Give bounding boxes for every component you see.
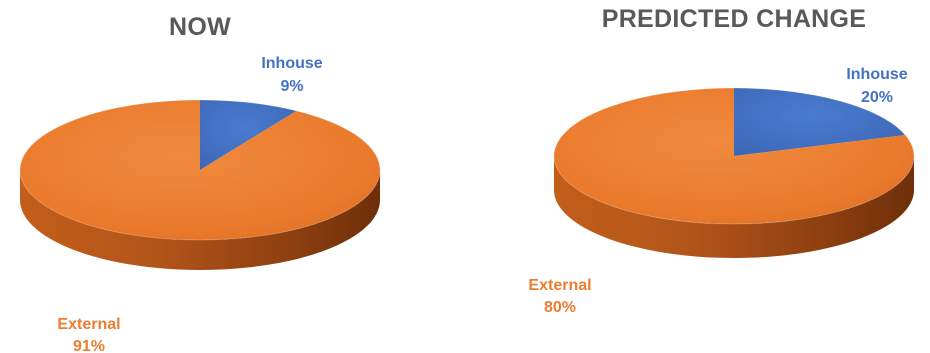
data-label-inhouse-value-predicted: 20% <box>861 89 893 106</box>
data-label-external-name-now: External <box>57 316 120 333</box>
pie-slice-inhouse-now <box>200 100 297 170</box>
pie-chart-predicted-change: PREDICTED CHANGE Inhouse 20% External 80… <box>528 5 915 316</box>
data-label-inhouse-name-now: Inhouse <box>261 55 322 72</box>
pie-rim-predicted <box>553 87 915 225</box>
data-label-inhouse-value-now: 9% <box>280 78 303 95</box>
data-label-external-value-predicted: 80% <box>544 299 576 316</box>
data-label-inhouse-name-predicted: Inhouse <box>846 66 907 83</box>
pie-rim-now <box>19 99 381 241</box>
pie-side-external-now <box>20 170 380 270</box>
pie-slice-external-predicted <box>554 88 914 224</box>
pie-side-external-predicted <box>554 156 914 258</box>
pie-now <box>19 99 381 270</box>
data-label-external-value-now: 91% <box>73 338 105 353</box>
chart-title-predicted-change: PREDICTED CHANGE <box>602 5 867 33</box>
pie-slice-external-now <box>20 100 381 241</box>
chart-title-now: NOW <box>169 13 231 41</box>
pie-predicted-change <box>553 87 915 258</box>
pie-slice-inhouse-predicted <box>734 88 906 156</box>
pie-chart-now: NOW Inhouse 9% External 91% <box>19 13 381 353</box>
data-label-external-name-predicted: External <box>528 277 591 294</box>
